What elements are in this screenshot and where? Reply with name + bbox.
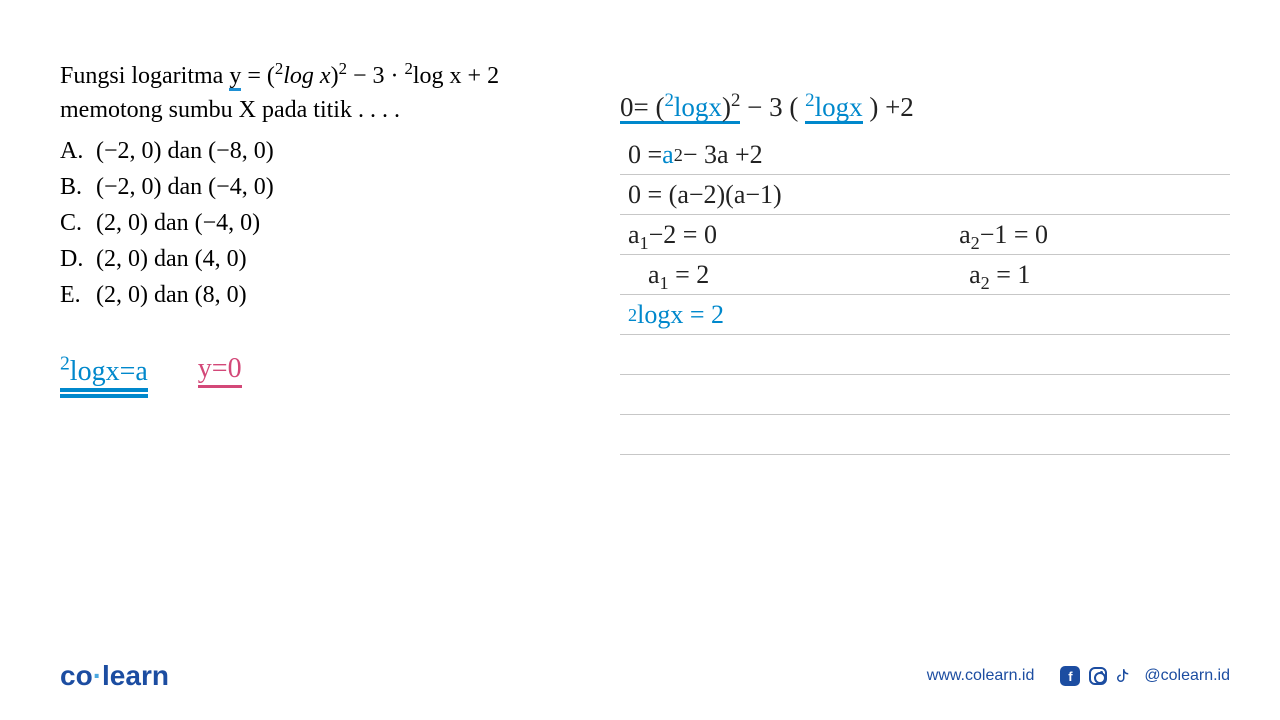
content-area: Fungsi logaritma y = (2log x)2 − 3 · 2lo… — [0, 0, 1280, 455]
option-a: A. (−2, 0) dan (−8, 0) — [60, 133, 600, 169]
q-close: ) — [331, 63, 339, 89]
q-sup2: 2 — [339, 59, 347, 78]
option-letter: E. — [60, 277, 96, 313]
right-column: 0= (2logx)2 − 3 ( 2logx ) +2 0 = a2− 3a … — [600, 60, 1230, 455]
work-line-empty-2 — [620, 375, 1230, 415]
facebook-icon[interactable]: f — [1060, 666, 1080, 686]
eq1-rhs: 2logx — [805, 94, 862, 124]
handwriting-substitution: 2logx=a y=0 — [60, 353, 600, 388]
option-text: (2, 0) dan (−4, 0) — [96, 205, 260, 241]
q-eq-open: = ( — [241, 63, 275, 89]
option-e: E. (2, 0) dan (8, 0) — [60, 277, 600, 313]
ruled-work-area: 0 = a2− 3a +2 0 = (a−2)(a−1) a1−2 = 0 a2… — [620, 135, 1230, 455]
option-c: C. (2, 0) dan (−4, 0) — [60, 205, 600, 241]
work-line-roots-val: a1 = 2 a2 = 1 — [620, 255, 1230, 295]
question-line-2: memotong sumbu X pada titik . . . . — [60, 94, 600, 128]
q-sup3: 2 — [405, 59, 413, 78]
social-handle[interactable]: @colearn.id — [1144, 667, 1230, 685]
symbol-y: y — [229, 66, 241, 91]
work-eq-original: 0= (2logx)2 − 3 ( 2logx ) +2 — [620, 90, 1230, 125]
question-line-1: Fungsi logaritma y = (2log x)2 − 3 · 2lo… — [60, 60, 600, 94]
option-b: B. (−2, 0) dan (−4, 0) — [60, 169, 600, 205]
eq1-lhs: 0= (2logx)2 — [620, 94, 740, 124]
work-line-factored: 0 = (a−2)(a−1) — [620, 175, 1230, 215]
instagram-icon[interactable] — [1088, 666, 1108, 686]
option-letter: A. — [60, 133, 96, 169]
q-mid: − 3 · — [347, 63, 405, 89]
social-group: f @colearn.id — [1060, 666, 1230, 686]
footer-url[interactable]: www.colearn.id — [927, 667, 1035, 685]
footer-right: www.colearn.id f @colearn.id — [927, 666, 1230, 686]
eq1-mid: − 3 ( — [747, 92, 798, 122]
options-list: A. (−2, 0) dan (−8, 0) B. (−2, 0) dan (−… — [60, 133, 600, 313]
option-d: D. (2, 0) dan (4, 0) — [60, 241, 600, 277]
work-line-empty-3 — [620, 415, 1230, 455]
work-line-roots-eq: a1−2 = 0 a2−1 = 0 — [620, 215, 1230, 255]
option-text: (2, 0) dan (4, 0) — [96, 241, 247, 277]
substitution-logx-a: 2logx=a — [60, 356, 148, 388]
logo: co·learn — [60, 660, 169, 692]
work-line-quadratic: 0 = a2− 3a +2 — [620, 135, 1230, 175]
footer: co·learn www.colearn.id f @colearn.id — [60, 660, 1230, 692]
logo-learn: learn — [102, 660, 169, 691]
option-letter: B. — [60, 169, 96, 205]
y-equals-zero: y=0 — [198, 353, 242, 388]
left-column: Fungsi logaritma y = (2log x)2 − 3 · 2lo… — [60, 60, 600, 455]
option-letter: D. — [60, 241, 96, 277]
q-pre: Fungsi logaritma — [60, 63, 229, 89]
option-text: (−2, 0) dan (−4, 0) — [96, 169, 274, 205]
q-end: log x + 2 — [413, 63, 499, 89]
work-line-log-eq: 2logx = 2 — [620, 295, 1230, 335]
logo-dot: · — [93, 660, 102, 691]
option-letter: C. — [60, 205, 96, 241]
logo-co: co — [60, 660, 93, 691]
q-logx: log x — [283, 63, 330, 89]
eq1-end: ) +2 — [869, 92, 913, 122]
q-sup1: 2 — [275, 59, 283, 78]
work-line-empty-1 — [620, 335, 1230, 375]
tiktok-icon[interactable] — [1116, 666, 1136, 686]
option-text: (−2, 0) dan (−8, 0) — [96, 133, 274, 169]
option-text: (2, 0) dan (8, 0) — [96, 277, 247, 313]
